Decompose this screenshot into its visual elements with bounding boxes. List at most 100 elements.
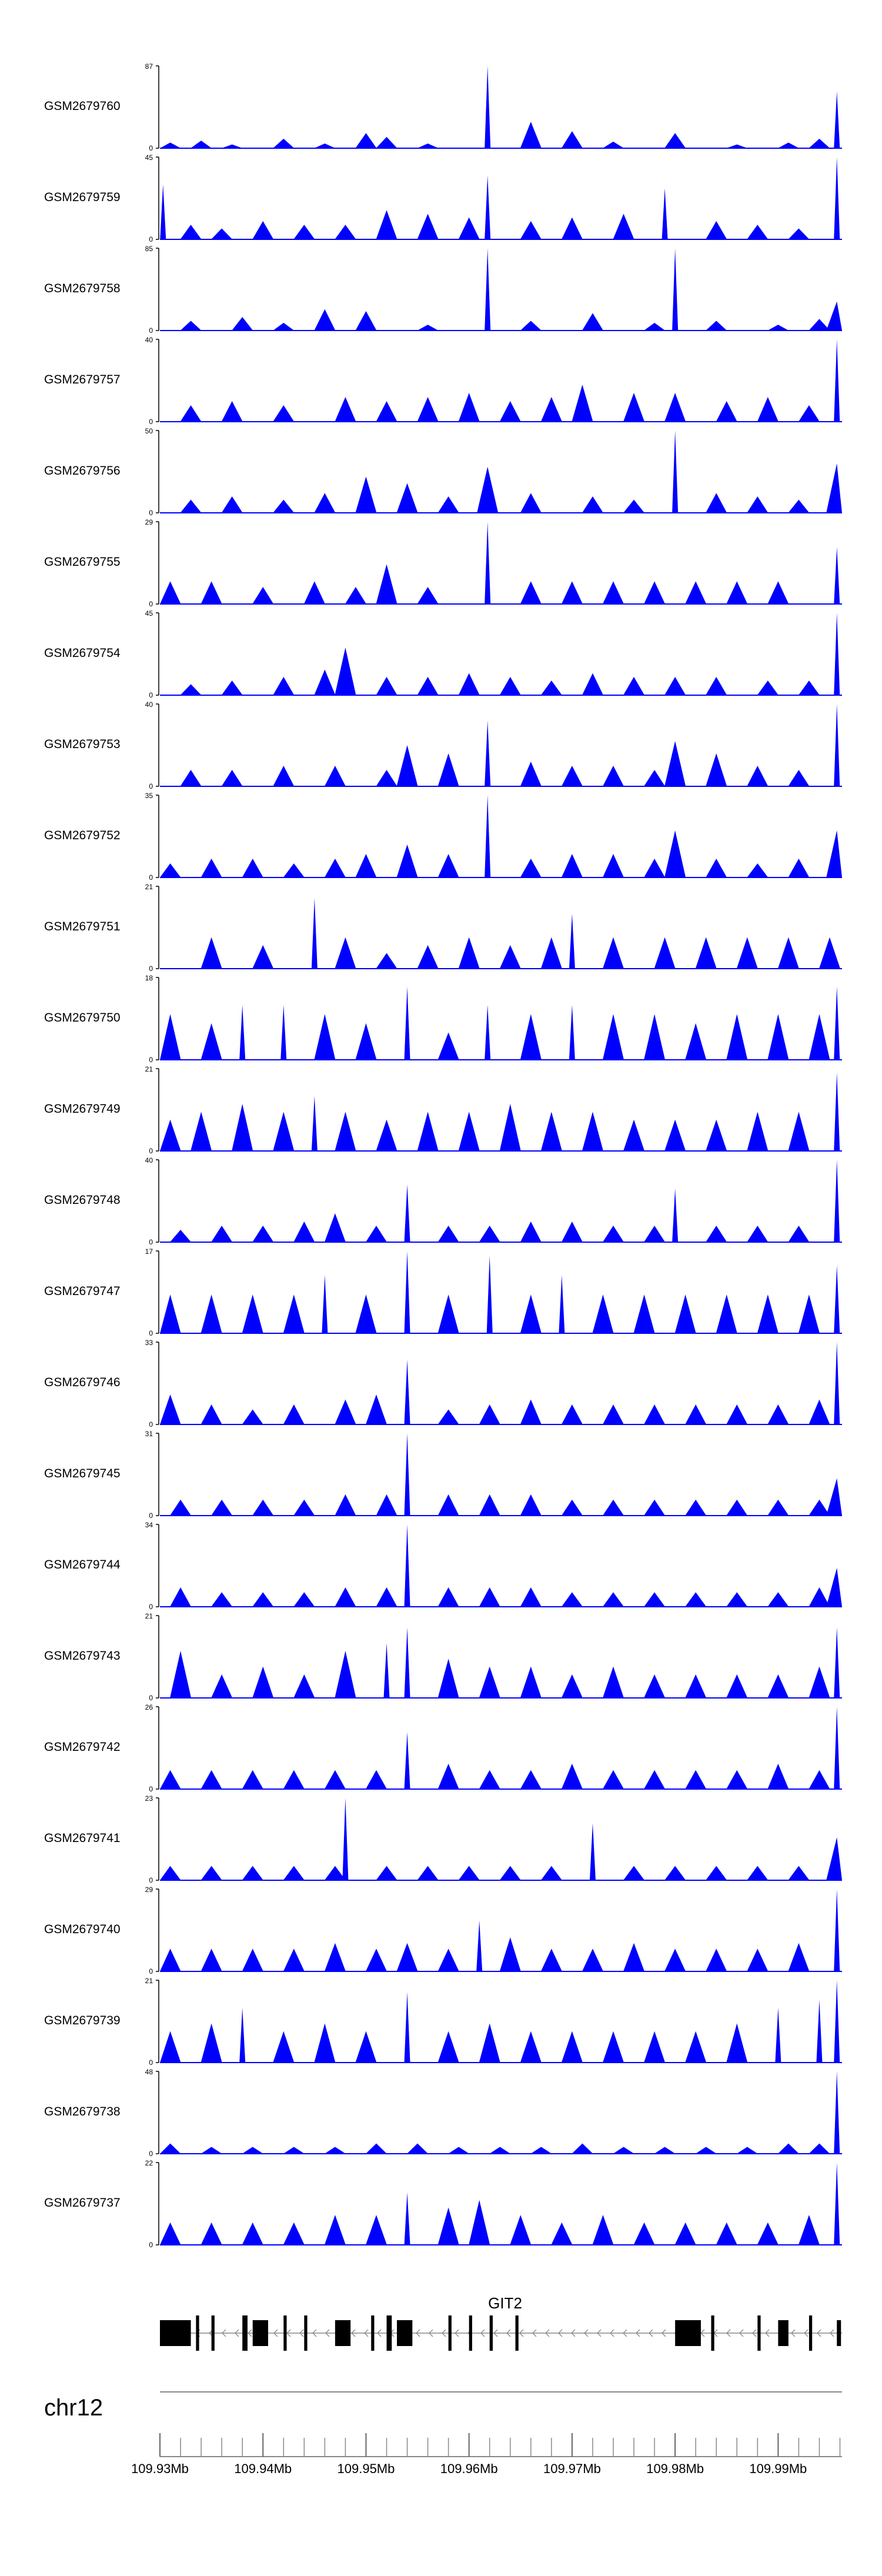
coverage-peak bbox=[561, 131, 583, 148]
coverage-peak bbox=[685, 1023, 707, 1060]
track-ymax-label: 85 bbox=[145, 245, 153, 253]
gene-exon bbox=[160, 2320, 191, 2346]
track-label: GSM2679746 bbox=[44, 1376, 121, 1389]
coverage-peak bbox=[826, 1568, 842, 1607]
strand-chevron bbox=[791, 2329, 796, 2337]
coverage-peak bbox=[232, 1104, 253, 1151]
coverage-peak bbox=[613, 213, 634, 239]
coverage-peak bbox=[559, 1275, 565, 1333]
strand-chevron bbox=[558, 2329, 563, 2337]
coverage-peak bbox=[283, 1294, 305, 1333]
coverage-peak bbox=[834, 1889, 840, 1971]
coverage-peak bbox=[273, 499, 295, 513]
coverage-peak bbox=[242, 1294, 263, 1333]
track-ymin-label: 0 bbox=[149, 2058, 153, 2067]
track-GSM2679752: GSM2679752 35 0 bbox=[44, 792, 842, 882]
coverage-peak bbox=[520, 1587, 542, 1607]
coverage-peak bbox=[170, 1587, 192, 1607]
track-ymin-label: 0 bbox=[149, 1329, 153, 1337]
coverage-peak bbox=[242, 1866, 263, 1880]
track-label: GSM2679740 bbox=[44, 1923, 121, 1936]
track-ymin-label: 0 bbox=[149, 1876, 153, 1884]
coverage-peak bbox=[324, 859, 346, 877]
coverage-peak bbox=[644, 1404, 666, 1424]
coverage-peak bbox=[540, 680, 562, 695]
gene-exon bbox=[283, 2315, 287, 2351]
track-ymax-label: 87 bbox=[145, 62, 153, 71]
track-label: GSM2679757 bbox=[44, 373, 121, 386]
track-ymin-label: 0 bbox=[149, 1785, 153, 1793]
coverage-peak bbox=[716, 2222, 737, 2245]
coverage-peak bbox=[767, 1014, 789, 1060]
coverage-peak bbox=[485, 522, 491, 604]
coverage-peak bbox=[221, 144, 243, 148]
coverage-peak bbox=[252, 1226, 274, 1242]
coverage-peak bbox=[664, 133, 686, 148]
strand-chevron bbox=[765, 2329, 770, 2337]
coverage-peak bbox=[479, 2023, 500, 2063]
coverage-peak bbox=[458, 217, 480, 239]
coverage-peak bbox=[485, 175, 491, 239]
strand-chevron bbox=[649, 2329, 653, 2337]
coverage-peak bbox=[672, 248, 679, 331]
coverage-peak bbox=[589, 1823, 596, 1880]
coverage-peak bbox=[242, 1948, 263, 1971]
strand-chevron bbox=[286, 2329, 291, 2337]
coverage-peak bbox=[160, 2143, 181, 2154]
coverage-peak bbox=[706, 493, 727, 513]
coverage-peak bbox=[672, 1189, 679, 1242]
coverage-peak bbox=[726, 144, 748, 148]
coverage-peak bbox=[180, 770, 202, 786]
coverage-peak bbox=[324, 1943, 346, 1971]
coverage-peak bbox=[376, 1119, 397, 1151]
coverage-peak bbox=[520, 1494, 542, 1516]
coverage-peak bbox=[788, 1112, 810, 1151]
coverage-peak bbox=[561, 217, 583, 239]
coverage-peak bbox=[520, 1014, 542, 1060]
coverage-peak bbox=[437, 1409, 459, 1424]
coverage-peak bbox=[685, 581, 707, 604]
genomic-axis: 109.93Mb 109.94Mb 109.95Mb 109.96Mb 109.97Mb… bbox=[131, 2433, 842, 2476]
coverage-peak bbox=[314, 493, 336, 513]
coverage-peak bbox=[602, 581, 624, 604]
coverage-peak bbox=[314, 2023, 336, 2063]
coverage-peak bbox=[644, 1592, 666, 1607]
coverage-peak bbox=[252, 945, 274, 969]
track-ymax-label: 50 bbox=[145, 427, 153, 435]
coverage-peak bbox=[747, 496, 769, 513]
track-ymax-label: 48 bbox=[145, 2068, 153, 2076]
track-GSM2679738: GSM2679738 48 0 bbox=[44, 2068, 842, 2158]
coverage-peak bbox=[417, 1112, 439, 1151]
coverage-peak bbox=[417, 587, 439, 604]
coverage-peak bbox=[355, 133, 377, 148]
coverage-peak bbox=[706, 1226, 727, 1242]
track-ymax-label: 18 bbox=[145, 974, 153, 982]
coverage-peak bbox=[816, 2000, 823, 2063]
coverage-peak bbox=[355, 311, 377, 331]
coverage-peak bbox=[437, 1494, 459, 1516]
coverage-peak bbox=[293, 1674, 315, 1698]
strand-chevron bbox=[739, 2329, 744, 2337]
coverage-peak bbox=[201, 2147, 222, 2154]
coverage-peak bbox=[726, 2023, 748, 2063]
coverage-peak bbox=[437, 753, 459, 786]
coverage-peak bbox=[644, 1770, 666, 1789]
axis-tick-label: 109.99Mb bbox=[749, 2461, 807, 2476]
coverage-peak bbox=[160, 1948, 181, 1971]
coverage-peak bbox=[662, 188, 668, 239]
coverage-peak bbox=[826, 301, 842, 331]
coverage-peak bbox=[404, 2192, 410, 2245]
track-GSM2679745: GSM2679745 31 0 bbox=[44, 1430, 842, 1520]
gene-exon bbox=[489, 2315, 493, 2351]
track-label: GSM2679754 bbox=[44, 646, 121, 660]
coverage-peak bbox=[342, 1798, 349, 1880]
coverage-peak bbox=[293, 225, 315, 239]
strand-chevron bbox=[248, 2329, 252, 2337]
gene-exon bbox=[242, 2315, 248, 2351]
coverage-peak bbox=[520, 493, 542, 513]
coverage-peak bbox=[376, 1494, 397, 1516]
coverage-peak bbox=[561, 1222, 583, 1242]
gene-exon bbox=[837, 2320, 841, 2346]
track-ymin-label: 0 bbox=[149, 1603, 153, 1611]
